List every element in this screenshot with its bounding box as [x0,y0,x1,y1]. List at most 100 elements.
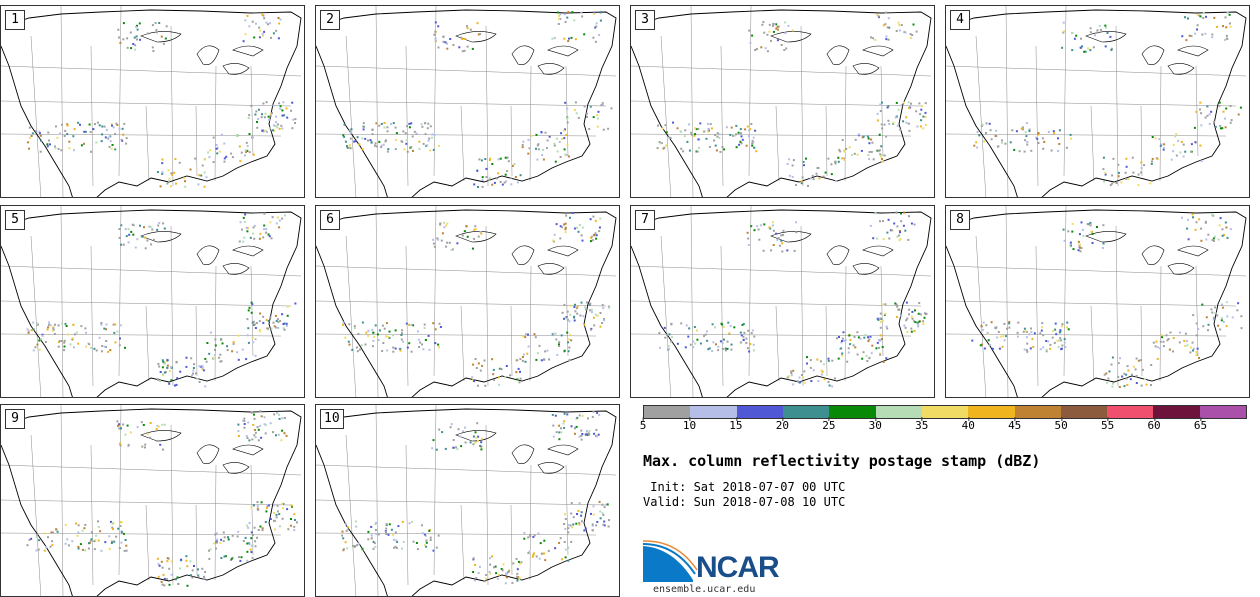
storm-cell [253,323,256,326]
storm-cell [161,162,164,165]
storm-cell [83,527,86,530]
storm-cell [408,522,411,525]
storm-cell [100,140,103,143]
storm-cell [693,134,696,137]
storm-cell [1025,330,1028,333]
storm-cell [243,236,246,239]
storm-cell [748,29,751,32]
storm-cell [1181,216,1183,219]
storm-cell [803,381,806,384]
storm-cell [725,126,728,129]
storm-cell [387,335,390,338]
storm-cell [565,214,568,217]
storm-cell [1212,318,1215,321]
storm-cell [475,367,478,369]
storm-cell [274,326,277,329]
storm-cell [1083,50,1086,53]
storm-cell [1092,46,1095,49]
storm-cell [371,328,374,331]
storm-cell [244,149,247,152]
storm-cell [922,323,925,326]
storm-cell [705,137,708,140]
storm-cell [585,112,588,115]
storm-cell [392,538,395,541]
storm-cell [1080,37,1082,40]
storm-cell [593,12,596,15]
storm-cell [591,523,594,526]
storm-cell [164,37,167,40]
storm-cell [159,380,161,383]
storm-cell [896,235,899,238]
storm-cell [898,24,901,26]
storm-cell [1155,340,1158,343]
state-border [118,206,122,377]
storm-cell [534,336,537,339]
storm-cell [294,302,297,305]
storm-cell [1189,346,1192,349]
storm-cell [589,302,592,305]
storm-cell [879,326,882,329]
storm-cell [884,312,887,315]
storm-cell [566,318,569,321]
storm-cell [257,508,260,511]
storm-cell [991,347,994,350]
storm-cell [728,332,731,335]
storm-cell [1196,14,1199,17]
storm-cell [459,435,462,438]
storm-cell [103,125,106,128]
storm-cell [899,238,902,240]
storm-cell [883,154,886,157]
state-border [345,434,357,596]
storm-cell [848,146,851,149]
storm-cell [559,17,562,20]
state-border [529,65,532,182]
storm-cell [262,236,265,239]
storm-cell [580,429,583,432]
storm-cell [387,533,390,536]
storm-cell [1075,34,1078,37]
storm-cell [361,547,364,550]
storm-cell [910,330,913,333]
storm-cell [518,577,521,579]
storm-cell [237,530,240,533]
storm-cell [243,420,246,422]
storm-cell [73,333,76,336]
storm-cell [385,531,387,533]
storm-cell [485,176,488,179]
storm-cell [869,224,872,227]
storm-cell [1226,11,1229,14]
storm-cell [552,239,555,242]
storm-cell [196,377,199,380]
storm-cell [484,158,487,160]
storm-cell [1229,105,1232,107]
storm-cell [280,124,283,127]
storm-cell [1115,182,1118,184]
storm-cell [250,104,253,107]
storm-cell [1158,138,1161,141]
storm-cell [46,145,49,148]
storm-cell [573,306,576,308]
storm-cell [1077,249,1080,252]
storm-cell [46,328,49,331]
storm-cell [247,327,250,330]
storm-cell [1062,31,1065,34]
storm-cell [424,122,427,125]
storm-cell [161,158,164,161]
storm-cell [742,323,745,325]
colorbar-segment [1014,406,1061,418]
storm-cell [1224,16,1227,19]
storm-cell [1054,322,1057,325]
storm-cell [1111,385,1114,388]
storm-cell [93,548,96,551]
storm-cell [584,527,587,530]
storm-cell [354,327,356,330]
storm-cell [1063,239,1066,242]
storm-cell [565,154,568,156]
storm-cell [75,331,78,334]
storm-cell [111,124,113,127]
storm-cell [1237,113,1240,116]
storm-cell [140,421,143,424]
storm-cell [1195,110,1198,113]
storm-cell [729,324,732,327]
storm-cell [908,129,911,132]
